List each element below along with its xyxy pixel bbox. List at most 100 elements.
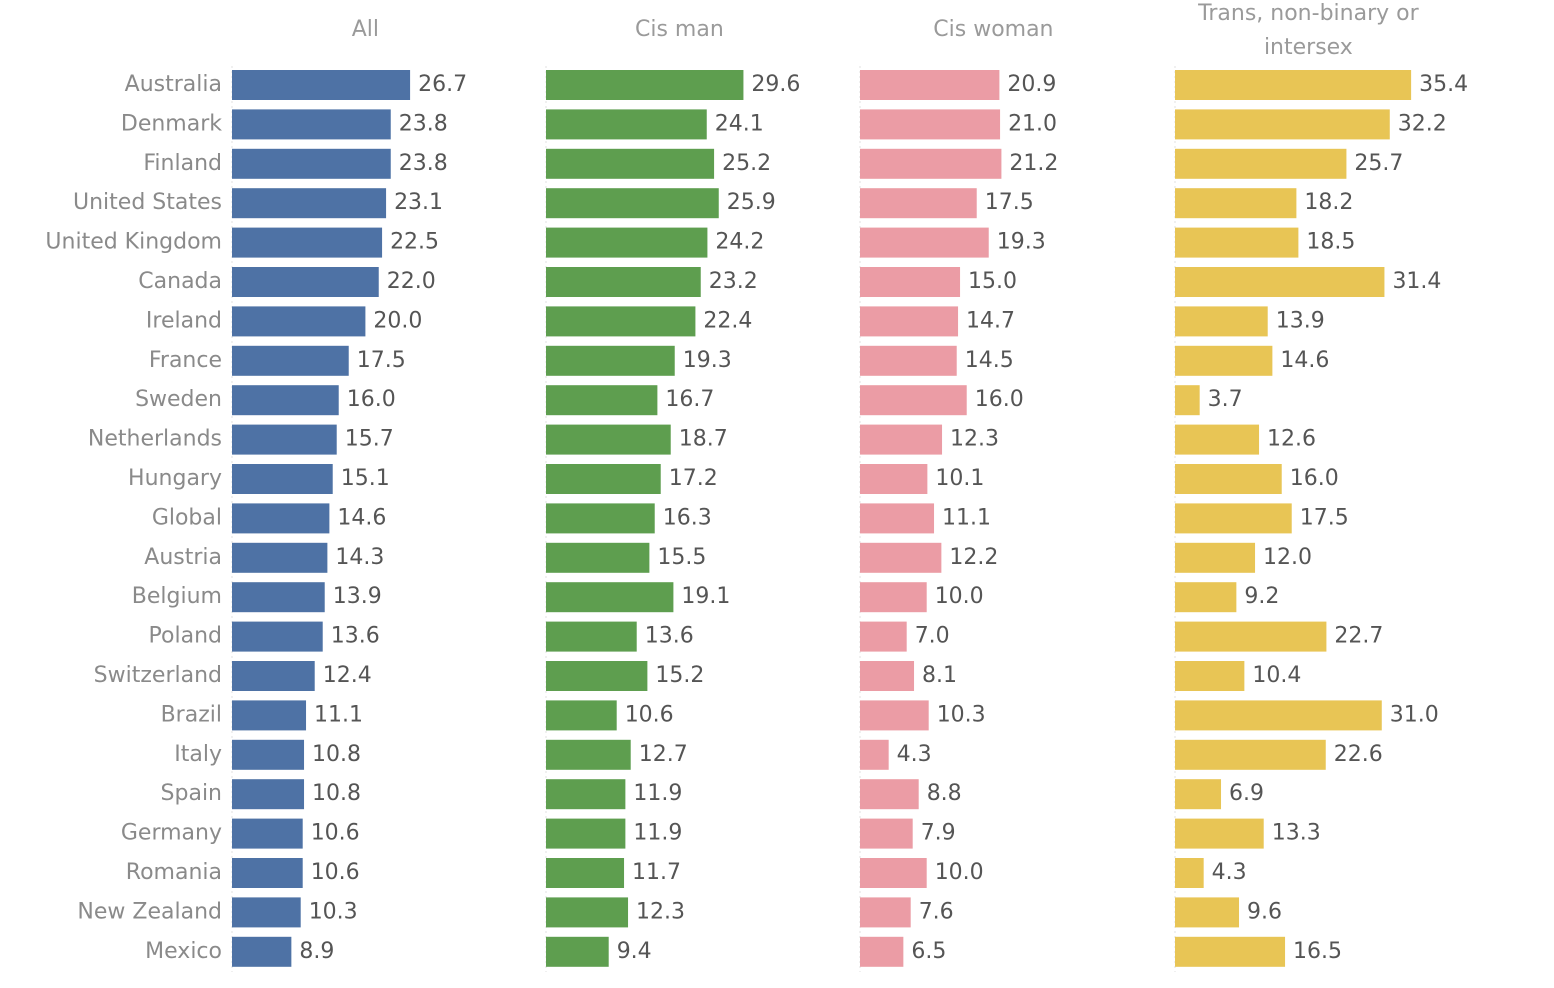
bar-trans-non-binary-or-intersex-spain (1175, 779, 1222, 810)
value-label-cis-woman-brazil: 10.3 (937, 702, 986, 727)
bar-trans-non-binary-or-intersex-romania (1175, 858, 1204, 888)
value-label-cis-woman-romania: 10.0 (935, 860, 984, 885)
bar-cis-man-united-states (546, 188, 719, 219)
bar-cis-woman-hungary (860, 464, 928, 494)
bar-all-united-kingdom (232, 227, 383, 258)
panel-trans-non-binary-or-intersex: 35.4 32.2 25.718.2 18.5 31.4 13.9 14.6 3.7 12.6 1… (1174, 66, 1468, 972)
value-label-cis-woman-italy: 4.3 (897, 742, 932, 767)
value-label-trans-non-binary-or-intersex-canada: 31.4 (1392, 269, 1441, 294)
bar-trans-non-binary-or-intersex-belgium (1175, 582, 1237, 613)
value-label-trans-non-binary-or-intersex-romania: 4.3 (1212, 860, 1247, 885)
bar-cis-man-romania (546, 858, 625, 888)
bar-cis-man-denmark (546, 109, 707, 140)
value-label-all-australia: 26.7 (418, 72, 467, 97)
value-label-all-poland: 13.6 (331, 624, 380, 649)
value-label-all-brazil: 11.1 (314, 702, 363, 727)
category-label-brazil: Brazil (161, 702, 222, 727)
bar-all-poland (232, 621, 323, 652)
bar-cis-woman-netherlands (860, 424, 943, 455)
bar-cis-man-switzerland (546, 661, 648, 691)
bar-trans-non-binary-or-intersex-switzerland (1175, 661, 1245, 691)
value-label-cis-woman-finland: 21.2 (1009, 151, 1058, 176)
value-label-trans-non-binary-or-intersex-united-kingdom: 18.5 (1306, 230, 1355, 255)
bar-all-germany (232, 818, 303, 849)
value-label-all-switzerland: 12.4 (323, 663, 372, 688)
value-label-all-germany: 10.6 (311, 821, 360, 846)
panel-cis-woman: 20.9 21.0 21.2 17.5 19.3 15.0 14.7 14.5 16.0 12.3… (859, 66, 1058, 972)
value-label-cis-man-global: 16.3 (663, 505, 712, 530)
value-label-cis-woman-denmark: 21.0 (1008, 111, 1057, 136)
panel-title-line: Trans, non-binary or (1197, 1, 1419, 26)
value-label-trans-non-binary-or-intersex-italy: 22.6 (1334, 742, 1383, 767)
bar-cis-woman-united-states (860, 188, 977, 219)
bar-cis-woman-denmark (860, 109, 1001, 140)
value-label-cis-woman-belgium: 10.0 (935, 584, 984, 609)
value-label-trans-non-binary-or-intersex-new-zealand: 9.6 (1247, 899, 1282, 924)
bar-trans-non-binary-or-intersex-france (1175, 345, 1273, 376)
value-label-cis-man-canada: 23.2 (709, 269, 758, 294)
value-label-cis-woman-australia: 20.9 (1007, 72, 1056, 97)
panel-title: Cis woman (933, 17, 1053, 42)
category-label-ireland: Ireland (146, 308, 222, 333)
bar-cis-man-australia (546, 70, 744, 100)
value-label-cis-man-new-zealand: 12.3 (636, 899, 685, 924)
bar-cis-man-united-kingdom (546, 227, 708, 258)
value-label-cis-woman-new-zealand: 7.6 (919, 899, 954, 924)
value-label-all-austria: 14.3 (335, 545, 384, 570)
value-label-cis-man-poland: 13.6 (645, 624, 694, 649)
bar-cis-man-netherlands (546, 424, 671, 455)
value-label-all-denmark: 23.8 (399, 111, 448, 136)
value-label-all-global: 14.6 (337, 505, 386, 530)
category-label-switzerland: Switzerland (94, 663, 222, 688)
bar-all-sweden (232, 385, 339, 416)
category-label-netherlands: Netherlands (88, 427, 222, 452)
bar-cis-woman-global (860, 503, 935, 534)
value-label-all-france: 17.5 (357, 348, 406, 373)
value-label-cis-woman-netherlands: 12.3 (950, 427, 999, 452)
category-label-new-zealand: New Zealand (77, 899, 222, 924)
category-label-hungary: Hungary (128, 466, 222, 491)
value-label-trans-non-binary-or-intersex-united-states: 18.2 (1304, 190, 1353, 215)
value-label-trans-non-binary-or-intersex-ireland: 13.9 (1276, 308, 1325, 333)
value-label-all-belgium: 13.9 (333, 584, 382, 609)
bar-cis-woman-finland (860, 148, 1002, 179)
category-label-austria: Austria (144, 545, 222, 570)
value-label-all-romania: 10.6 (311, 860, 360, 885)
bar-cis-man-sweden (546, 385, 658, 416)
bar-trans-non-binary-or-intersex-ireland (1175, 306, 1268, 337)
bar-cis-woman-italy (860, 739, 889, 770)
value-label-cis-man-denmark: 24.1 (715, 111, 764, 136)
value-label-cis-woman-spain: 8.8 (927, 781, 962, 806)
bar-trans-non-binary-or-intersex-germany (1175, 818, 1264, 849)
value-label-all-finland: 23.8 (399, 151, 448, 176)
value-label-all-hungary: 15.1 (341, 466, 390, 491)
value-label-cis-woman-mexico: 6.5 (911, 939, 946, 964)
value-label-all-canada: 22.0 (387, 269, 436, 294)
value-label-cis-man-australia: 29.6 (751, 72, 800, 97)
bar-trans-non-binary-or-intersex-hungary (1175, 464, 1282, 494)
value-label-cis-woman-france: 14.5 (965, 348, 1014, 373)
bar-cis-woman-brazil (860, 700, 929, 731)
bar-all-netherlands (232, 424, 337, 455)
bar-trans-non-binary-or-intersex-new-zealand (1175, 897, 1240, 928)
bar-cis-man-austria (546, 542, 650, 573)
value-label-cis-man-romania: 11.7 (632, 860, 681, 885)
bar-trans-non-binary-or-intersex-austria (1175, 542, 1256, 573)
value-label-cis-man-brazil: 10.6 (625, 702, 674, 727)
bar-trans-non-binary-or-intersex-united-states (1175, 188, 1297, 219)
value-label-trans-non-binary-or-intersex-denmark: 32.2 (1398, 111, 1447, 136)
value-label-all-mexico: 8.9 (299, 939, 334, 964)
value-label-cis-woman-sweden: 16.0 (975, 387, 1024, 412)
bar-trans-non-binary-or-intersex-netherlands (1175, 424, 1260, 455)
bar-cis-woman-poland (860, 621, 907, 652)
category-label-finland: Finland (143, 151, 222, 176)
value-label-trans-non-binary-or-intersex-hungary: 16.0 (1290, 466, 1339, 491)
bar-all-new-zealand (232, 897, 301, 928)
category-label-germany: Germany (121, 821, 222, 846)
bar-cis-woman-germany (860, 818, 913, 849)
bar-trans-non-binary-or-intersex-sweden (1175, 385, 1200, 416)
bar-all-spain (232, 779, 305, 810)
bar-cis-woman-new-zealand (860, 897, 911, 928)
bar-trans-non-binary-or-intersex-poland (1175, 621, 1327, 652)
